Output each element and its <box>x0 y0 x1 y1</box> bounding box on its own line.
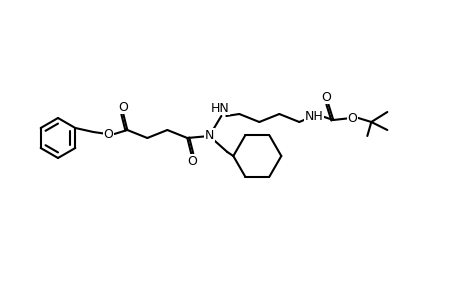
Text: O: O <box>103 128 113 140</box>
Text: O: O <box>321 91 330 103</box>
Text: HN: HN <box>211 101 229 115</box>
Text: O: O <box>187 154 197 167</box>
Text: NH: NH <box>304 110 323 122</box>
Text: O: O <box>347 112 357 124</box>
Text: N: N <box>204 128 213 142</box>
Text: O: O <box>118 100 128 113</box>
